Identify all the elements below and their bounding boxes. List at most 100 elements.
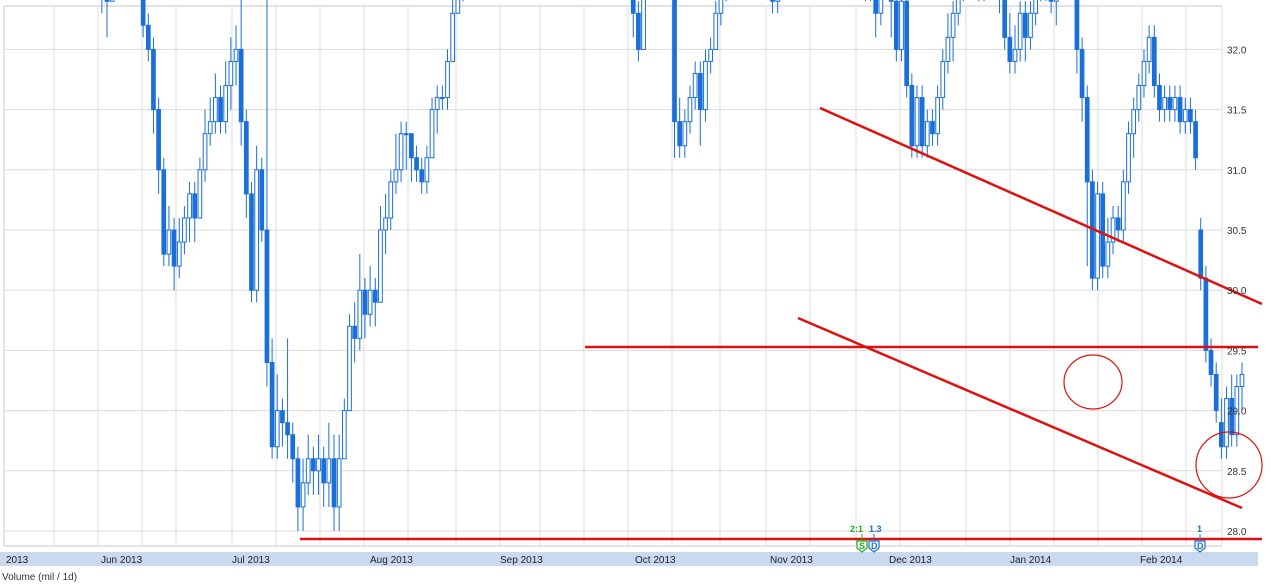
candle-body-down [904,0,910,87]
candle-body-up [254,169,259,291]
candlestick [207,97,213,146]
candlestick [378,205,383,303]
candlestick [274,374,280,459]
candle-body-up [1028,12,1033,38]
candle-body-down [1208,349,1214,375]
candle-body-up [708,48,713,62]
candle-body-down [269,361,275,448]
candlestick [1151,25,1157,98]
candlestick [455,0,461,14]
y-tick-label: 30.5 [1227,226,1247,237]
candlestick [983,0,985,2]
candlestick [682,109,688,158]
candlestick [269,338,275,459]
candlestick [161,157,167,267]
candle-body-up [207,121,213,135]
candlestick [725,0,727,2]
candle-body-down [311,458,316,472]
y-tick-label: 28.0 [1227,527,1247,538]
candlestick [1012,25,1018,74]
candlestick [228,37,234,110]
candle-body-up [1131,109,1137,135]
candlestick [182,205,187,255]
candle-body-up [388,181,394,219]
candlestick [316,434,321,495]
candle-body-down [770,0,775,2]
candlestick [439,85,445,110]
candle-body-up [692,72,698,99]
candle-body-down [873,0,879,14]
candlestick [1131,97,1137,158]
x-tick-label: Jan 2014 [1010,555,1052,566]
candlestick [924,109,930,158]
candle-body-down [1177,97,1183,123]
candlestick [326,422,332,507]
candle-body-up [398,133,404,171]
candlestick [362,278,368,339]
candle-body-up [326,458,332,484]
candlestick [233,25,239,86]
candle-body-up [187,193,192,219]
candlestick [636,1,641,62]
candlestick [171,217,177,291]
candlestick [1162,85,1167,122]
candlestick [259,157,265,243]
candlestick [1033,0,1038,26]
candlestick [140,0,146,38]
candle-body-down [352,325,358,339]
candlestick [202,109,208,182]
candlestick [450,0,456,62]
candlestick [1177,85,1183,134]
candlestick [672,0,677,158]
channel-lower-line [797,316,1243,510]
candle-body-up [357,289,363,339]
candlestick [166,205,172,267]
candlestick [999,0,1001,14]
candle-body-down [919,97,925,147]
candle-body-down [372,289,378,303]
candle-body-up [429,109,435,159]
candlestick [677,97,683,158]
candlestick [945,13,951,74]
candle-body-up [1105,241,1111,267]
candle-body-down [280,410,285,424]
trendline-layer [300,106,1263,541]
candle-body-up [1012,48,1018,62]
candle-layer [101,0,1245,531]
candlestick [156,97,161,194]
candlestick [187,181,192,243]
candlestick [1040,0,1042,2]
candle-body-down [171,229,177,267]
candle-body-up [950,12,956,38]
dividend-marker: 1D [1194,524,1206,553]
candle-body-down [930,121,935,135]
candle-body-up [687,97,693,123]
candle-body-up [450,12,456,62]
candle-body-down [321,458,327,484]
candle-body-down [249,193,254,291]
candlestick [641,0,646,50]
x-tick-label: Oct 2013 [635,555,676,566]
candle-body-down [1198,229,1204,279]
candlestick [1239,362,1245,411]
candle-body-up [940,60,946,99]
candle-body-up [378,229,383,303]
y-tick-label: 31.5 [1227,106,1247,117]
candle-body-up [1224,398,1229,448]
candle-body-down [677,121,683,147]
candlestick [697,61,703,146]
candle-body-down [419,169,425,183]
candle-body-up [1110,217,1116,243]
y-tick-label: 32.0 [1227,45,1247,56]
x-tick-label: Dec 2013 [889,555,932,566]
candlestick [1141,49,1147,98]
candle-body-up [393,169,399,183]
candle-body-down [285,422,290,436]
candle-body-down [1002,0,1008,38]
candlestick [1193,109,1198,170]
candlestick [218,85,223,134]
candlestick [1017,1,1023,62]
candle-body-up [341,410,347,460]
candle-body-up [1136,85,1142,111]
